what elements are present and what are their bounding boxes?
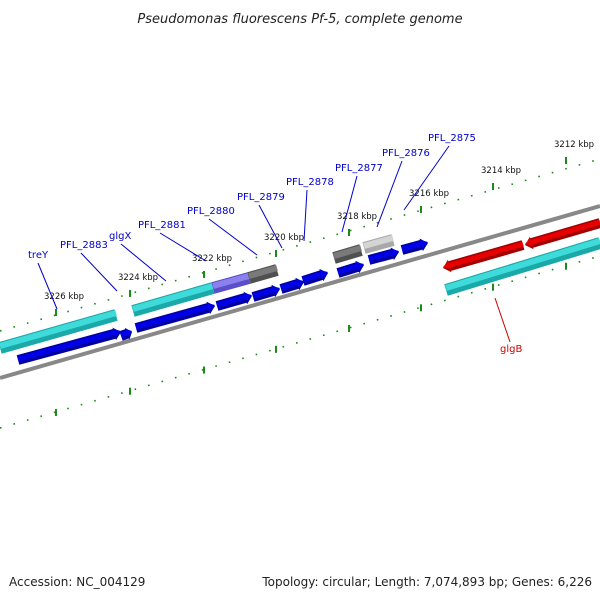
tick-label: 3224 kbp	[118, 273, 158, 283]
tick-label: 3216 kbp	[409, 189, 449, 199]
tick-label: 3220 kbp	[264, 233, 304, 243]
gene-arrow-highlight	[302, 270, 328, 283]
gene-arrows	[16, 218, 600, 365]
gene-label[interactable]: PFL_2881	[138, 220, 186, 231]
gene-labels: PFL_2875 PFL_2876 PFL_2877PFL_2878PFL_2879…	[28, 133, 522, 355]
cds-track	[0, 234, 600, 354]
gene-label-leader	[208, 218, 258, 256]
gene-arrow-highlight	[135, 303, 215, 330]
gene-label-leader	[403, 145, 450, 211]
gene-label-leader	[303, 189, 308, 242]
gene-label[interactable]: PFL_2883	[60, 240, 108, 251]
gene-arrow-highlight	[401, 240, 428, 252]
gene-label-leader	[120, 243, 167, 282]
gene-label-leader	[494, 297, 511, 343]
gene-label[interactable]: PFL_2875	[428, 133, 476, 144]
cds-segment	[212, 273, 250, 289]
gene-label[interactable]: treY	[28, 250, 49, 261]
gene-label[interactable]: PFL_2878	[286, 177, 334, 188]
gene-label-leader	[80, 252, 118, 292]
gene-arrow-highlight	[443, 241, 524, 269]
gene-arrow-highlight	[252, 286, 280, 299]
map-canvas: 3212 kbp 3214 kbp 3216 kbp 3218 kbp 3220 kbp…	[0, 133, 600, 429]
ticks: 3212 kbp 3214 kbp 3216 kbp 3218 kbp 3220 kbp…	[44, 140, 594, 416]
gene-label-leader	[37, 262, 58, 310]
gene-arrow-highlight	[337, 262, 364, 275]
gene-arrow-highlight	[120, 329, 132, 338]
gene-label[interactable]: glgX	[109, 231, 131, 242]
gene-label-leader	[341, 175, 358, 233]
gene-label[interactable]: PFL_2876	[382, 148, 430, 159]
gene-label[interactable]: glgB	[500, 344, 522, 355]
cds-segment	[132, 283, 214, 312]
cds-segment	[333, 245, 362, 259]
gene-label-leader	[258, 204, 283, 249]
gene-label[interactable]: PFL_2879	[237, 192, 285, 203]
tick-label: 3212 kbp	[554, 140, 594, 150]
cds-segment	[0, 310, 117, 349]
gene-arrow-highlight	[368, 248, 399, 262]
gene-label-leader	[376, 160, 403, 228]
tick-label: 3222 kbp	[192, 254, 232, 264]
gene-arrow-highlight	[17, 329, 121, 362]
gene-label[interactable]: PFL_2880	[187, 206, 235, 217]
cds-segment	[363, 235, 394, 249]
cds-segment	[248, 265, 278, 279]
tick-label: 3218 kbp	[337, 212, 377, 222]
gene-label[interactable]: PFL_2877	[335, 163, 383, 174]
cds-segment	[445, 238, 600, 291]
gene-arrow-highlight	[525, 219, 600, 246]
tick-label: 3226 kbp	[44, 292, 84, 302]
gene-arrow-highlight	[280, 279, 304, 291]
page-title: Pseudomonas fluorescens Pf-5, complete g…	[137, 12, 462, 27]
backbone-line	[0, 204, 600, 380]
genome-summary-text: Topology: circular; Length: 7,074,893 bp…	[261, 575, 592, 589]
tick-label: 3214 kbp	[481, 166, 521, 176]
gene-label-leader	[159, 232, 207, 262]
gene-arrow-highlight	[216, 293, 252, 308]
accession-text: Accession: NC_004129	[9, 575, 145, 589]
